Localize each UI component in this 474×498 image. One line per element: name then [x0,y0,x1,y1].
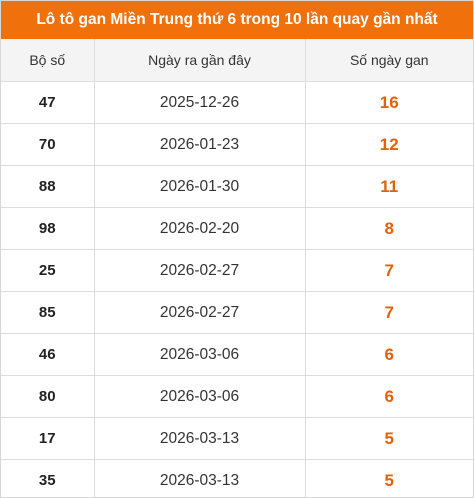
cell-gan-days: 11 [305,165,473,208]
table-row: 17 2026-03-13 5 [1,417,473,460]
cell-last-date: 2026-02-27 [94,291,306,334]
header-last-date: Ngày ra gần đây [94,39,306,82]
table-body: 47 2025-12-26 16 70 2026-01-23 12 88 202… [1,81,473,497]
cell-number: 17 [1,417,95,460]
cell-number: 70 [1,123,95,166]
cell-last-date: 2026-03-06 [94,333,306,376]
cell-number: 88 [1,165,95,208]
cell-number: 85 [1,291,95,334]
cell-gan-days: 8 [305,207,473,250]
header-number: Bộ số [1,39,95,82]
cell-number: 80 [1,375,95,418]
cell-last-date: 2026-02-20 [94,207,306,250]
cell-number: 46 [1,333,95,376]
cell-last-date: 2026-02-27 [94,249,306,292]
table-row: 46 2026-03-06 6 [1,333,473,376]
cell-number: 47 [1,81,95,124]
cell-gan-days: 12 [305,123,473,166]
cell-last-date: 2026-03-13 [94,459,306,497]
cell-last-date: 2026-03-13 [94,417,306,460]
table-row: 85 2026-02-27 7 [1,291,473,334]
cell-last-date: 2026-03-06 [94,375,306,418]
cell-last-date: 2026-01-30 [94,165,306,208]
cell-gan-days: 7 [305,291,473,334]
cell-number: 98 [1,207,95,250]
lo-gan-table: Bộ số Ngày ra gần đây Số ngày gan 47 202… [1,39,473,497]
cell-number: 25 [1,249,95,292]
table-row: 80 2026-03-06 6 [1,375,473,418]
cell-gan-days: 6 [305,333,473,376]
table-row: 98 2026-02-20 8 [1,207,473,250]
header-row: Bộ số Ngày ra gần đây Số ngày gan [1,39,473,82]
cell-gan-days: 5 [305,417,473,460]
table-row: 25 2026-02-27 7 [1,249,473,292]
table-row: 35 2026-03-13 5 [1,459,473,497]
cell-gan-days: 7 [305,249,473,292]
cell-gan-days: 5 [384,470,394,490]
cell-last-date: 2026-01-23 [94,123,306,166]
cell-number: 35 [1,459,95,497]
cell-gan-days: 6 [305,375,473,418]
table-row: 47 2025-12-26 16 [1,81,473,124]
cell-last-date: 2025-12-26 [94,81,306,124]
table-title: Lô tô gan Miền Trung thứ 6 trong 10 lần … [1,1,473,39]
cell-gan-days: 16 [305,81,473,124]
header-gan-days: Số ngày gan [305,39,473,82]
table-row: 70 2026-01-23 12 [1,123,473,166]
table-header: Bộ số Ngày ra gần đây Số ngày gan [1,39,473,82]
table-row: 88 2026-01-30 11 [1,165,473,208]
